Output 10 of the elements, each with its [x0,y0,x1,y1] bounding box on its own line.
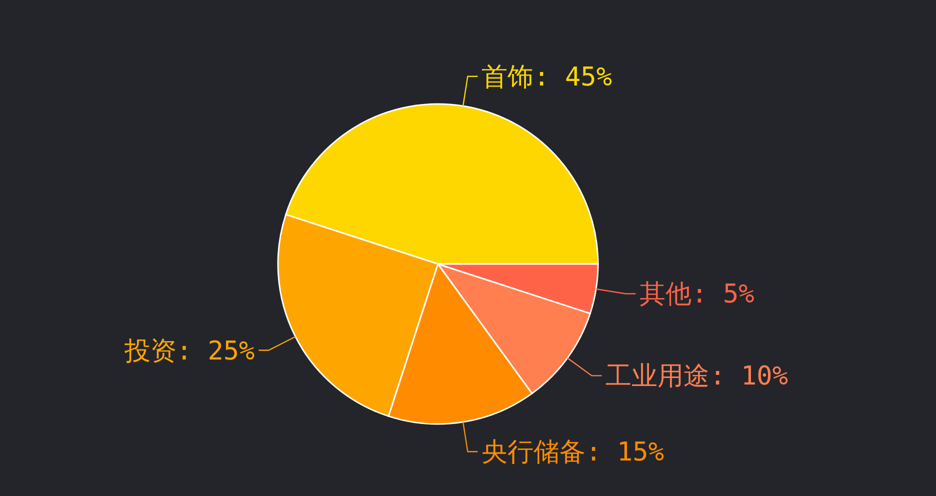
data-label: : 45% [534,62,612,92]
slice-label: 其他 [640,280,692,310]
data-label: : 10% [710,362,788,392]
slice-label: 首饰 [482,62,534,92]
slice-label: 工业用途 [606,362,710,392]
data-label: : 15% [586,438,664,468]
data-label: : 25% [176,336,256,366]
data-label: : 5% [692,280,755,310]
slice-label: 央行储备 [482,438,586,468]
slice-label: 投资 [123,336,176,366]
